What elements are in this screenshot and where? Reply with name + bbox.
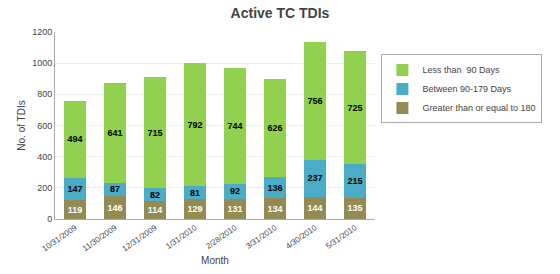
svg-text:Month: Month — [201, 255, 229, 266]
svg-text:200: 200 — [37, 183, 52, 193]
svg-text:Less than 90 Days: Less than 90 Days — [422, 65, 500, 75]
svg-text:5/31/2010: 5/31/2010 — [324, 223, 359, 251]
svg-text:114: 114 — [148, 205, 163, 215]
svg-text:744: 744 — [227, 121, 242, 131]
svg-text:Greater than or equal to 180: Greater than or equal to 180 — [422, 103, 535, 113]
svg-text:400: 400 — [37, 152, 52, 162]
svg-text:756: 756 — [307, 96, 322, 106]
svg-text:715: 715 — [147, 128, 162, 138]
svg-text:237: 237 — [307, 173, 322, 183]
svg-text:147: 147 — [67, 184, 82, 194]
svg-text:Active TC TDIs: Active TC TDIs — [231, 5, 330, 21]
svg-text:No. of TDIs: No. of TDIs — [16, 100, 27, 150]
svg-text:12/31/2009: 12/31/2009 — [120, 223, 158, 254]
svg-text:792: 792 — [187, 120, 202, 130]
svg-text:4/30/2010: 4/30/2010 — [284, 223, 319, 251]
svg-text:626: 626 — [267, 123, 282, 133]
svg-text:81: 81 — [190, 188, 200, 198]
svg-text:134: 134 — [267, 204, 282, 214]
svg-text:11/30/2009: 11/30/2009 — [81, 223, 119, 253]
svg-text:Between 90-179 Days: Between 90-179 Days — [422, 84, 511, 94]
svg-text:131: 131 — [227, 204, 242, 214]
svg-text:135: 135 — [347, 203, 362, 213]
svg-text:2/28/2010: 2/28/2010 — [204, 223, 239, 251]
svg-text:87: 87 — [110, 184, 120, 194]
svg-text:146: 146 — [107, 203, 122, 213]
svg-text:641: 641 — [107, 128, 122, 138]
svg-text:1/31/2010: 1/31/2010 — [164, 223, 199, 251]
svg-text:10/31/2009: 10/31/2009 — [40, 223, 78, 254]
svg-text:119: 119 — [68, 205, 83, 215]
svg-text:129: 129 — [187, 204, 202, 214]
svg-text:144: 144 — [307, 203, 322, 213]
svg-text:494: 494 — [67, 134, 82, 144]
svg-text:725: 725 — [347, 103, 362, 113]
svg-text:136: 136 — [267, 183, 282, 193]
svg-text:600: 600 — [37, 121, 52, 131]
svg-text:1200: 1200 — [32, 27, 52, 37]
svg-text:0: 0 — [47, 214, 52, 224]
svg-text:3/31/2010: 3/31/2010 — [244, 223, 279, 251]
svg-text:800: 800 — [37, 89, 52, 99]
svg-text:215: 215 — [347, 176, 362, 186]
svg-text:82: 82 — [150, 190, 160, 200]
svg-text:92: 92 — [230, 186, 240, 196]
svg-text:1000: 1000 — [32, 58, 52, 68]
